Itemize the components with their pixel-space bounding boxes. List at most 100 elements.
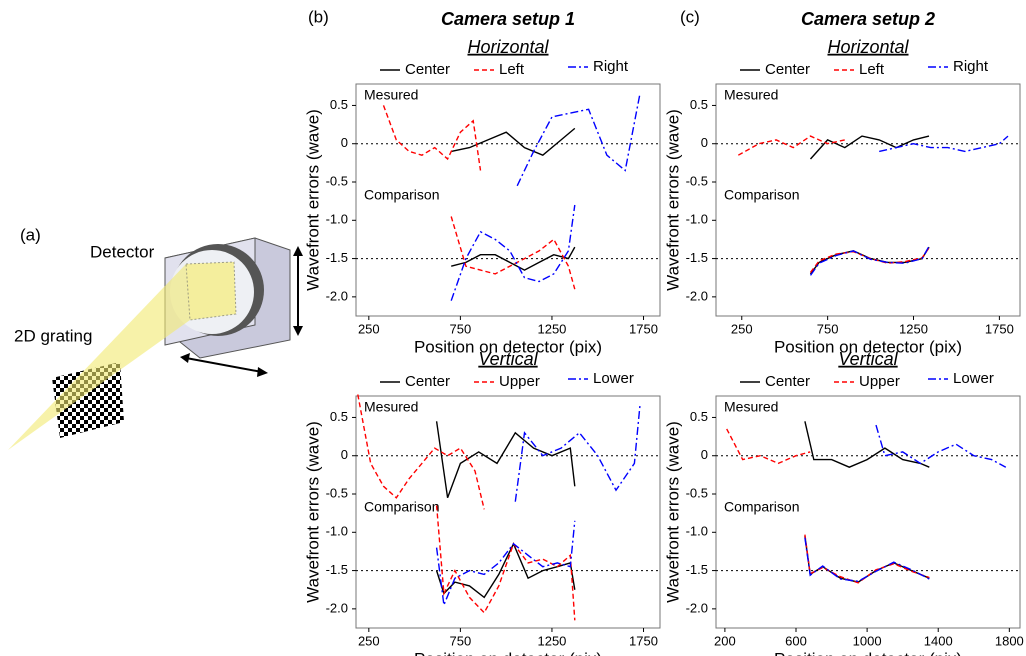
y-tick-label: -2.0 xyxy=(326,600,348,615)
panel-label: (c) xyxy=(680,7,700,26)
grating-label: 2D grating xyxy=(14,326,92,345)
x-tick-label: 750 xyxy=(817,321,839,336)
x-tick-label: 1250 xyxy=(899,321,928,336)
y-tick-label: -1.5 xyxy=(686,250,708,265)
y-tick-label: 0.5 xyxy=(330,97,348,112)
data-line xyxy=(809,245,930,276)
data-line xyxy=(804,536,930,583)
subtitle: Horizontal xyxy=(827,37,909,57)
y-tick-label: -0.5 xyxy=(686,485,708,500)
data-line xyxy=(809,135,930,160)
y-tick-label: 0 xyxy=(341,135,348,150)
x-tick-label: 250 xyxy=(358,633,380,648)
annotation: Mesured xyxy=(364,399,418,415)
legend-label: Left xyxy=(859,61,885,78)
x-tick-label: 1750 xyxy=(629,633,658,648)
data-line xyxy=(514,405,641,502)
x-axis-label: Position on detector (pix) xyxy=(774,649,962,656)
plot-frame xyxy=(355,395,661,629)
legend-label: Center xyxy=(405,61,450,78)
x-tick-label: 1800 xyxy=(995,633,1024,648)
legend-label: Center xyxy=(405,373,450,390)
x-tick-label: 250 xyxy=(358,321,380,336)
y-tick-label: -1.0 xyxy=(326,524,348,539)
x-tick-label: 750 xyxy=(450,321,472,336)
data-line xyxy=(726,428,811,465)
y-tick-label: -0.5 xyxy=(326,173,348,188)
x-tick-label: 1250 xyxy=(537,321,566,336)
y-tick-label: -2.0 xyxy=(686,288,708,303)
arrow-head xyxy=(293,326,303,336)
y-axis-label: Wavefront errors (wave) xyxy=(303,421,322,603)
y-tick-label: -1.5 xyxy=(326,250,348,265)
y-tick-label: 0 xyxy=(701,135,708,150)
beam-spot xyxy=(185,261,237,321)
setup-diagram: (a) Detector 2D grating xyxy=(8,225,303,450)
annotation: Comparison xyxy=(364,499,439,515)
legend-label: Upper xyxy=(859,373,900,390)
data-line xyxy=(451,127,576,157)
data-line xyxy=(804,537,930,583)
data-line xyxy=(809,246,930,275)
data-line xyxy=(875,424,1007,468)
arrow-head xyxy=(257,367,268,377)
plot-frame xyxy=(715,395,1021,629)
legend-label: Lower xyxy=(953,370,994,387)
y-tick-label: -2.0 xyxy=(326,288,348,303)
y-tick-label: 0.5 xyxy=(330,409,348,424)
plot-frame xyxy=(715,83,1021,317)
legend-label: Left xyxy=(499,61,525,78)
data-line xyxy=(435,505,576,621)
x-tick-label: 600 xyxy=(785,633,807,648)
annotation: Comparison xyxy=(724,187,799,203)
y-axis-label: Wavefront errors (wave) xyxy=(663,421,682,603)
x-tick-label: 1750 xyxy=(985,321,1014,336)
y-axis-label: Wavefront errors (wave) xyxy=(663,109,682,291)
detector-label: Detector xyxy=(90,242,155,261)
y-tick-label: -1.5 xyxy=(326,562,348,577)
y-tick-label: -1.0 xyxy=(686,524,708,539)
y-tick-label: -0.5 xyxy=(686,173,708,188)
arrow-head xyxy=(180,353,190,363)
legend-label: Right xyxy=(593,58,629,75)
y-axis-label: Wavefront errors (wave) xyxy=(303,109,322,291)
x-tick-label: 750 xyxy=(450,633,472,648)
data-line xyxy=(809,247,930,273)
annotation: Mesured xyxy=(724,399,778,415)
arrow-head xyxy=(293,246,303,256)
x-axis-label: Position on detector (pix) xyxy=(414,337,602,356)
data-line xyxy=(382,105,482,171)
y-tick-label: 0 xyxy=(341,447,348,462)
subtitle: Vertical xyxy=(478,349,538,369)
legend-label: Right xyxy=(953,58,989,75)
data-line xyxy=(435,520,576,608)
plot-frame xyxy=(355,83,661,317)
y-tick-label: -1.5 xyxy=(686,562,708,577)
y-tick-label: 0.5 xyxy=(690,409,708,424)
x-axis-label: Position on detector (pix) xyxy=(774,337,962,356)
column-title: Camera setup 2 xyxy=(801,9,935,29)
x-tick-label: 1250 xyxy=(537,633,566,648)
data-line xyxy=(435,421,576,499)
data-line xyxy=(737,135,845,156)
data-line xyxy=(450,204,576,301)
x-tick-label: 200 xyxy=(714,633,736,648)
x-tick-label: 1750 xyxy=(629,321,658,336)
subtitle: Horizontal xyxy=(467,37,549,57)
x-tick-label: 250 xyxy=(731,321,753,336)
grating xyxy=(52,362,124,438)
x-tick-label: 1400 xyxy=(924,633,953,648)
beam xyxy=(8,262,236,450)
panel-label: (b) xyxy=(308,7,329,26)
y-tick-label: 0 xyxy=(701,447,708,462)
legend-label: Center xyxy=(765,373,810,390)
y-tick-label: -0.5 xyxy=(326,485,348,500)
y-tick-label: -1.0 xyxy=(686,212,708,227)
column-title: Camera setup 1 xyxy=(441,9,575,29)
y-tick-label: -2.0 xyxy=(686,600,708,615)
legend-label: Upper xyxy=(499,373,540,390)
legend-label: Center xyxy=(765,61,810,78)
data-line xyxy=(804,421,930,468)
annotation: Comparison xyxy=(724,499,799,515)
